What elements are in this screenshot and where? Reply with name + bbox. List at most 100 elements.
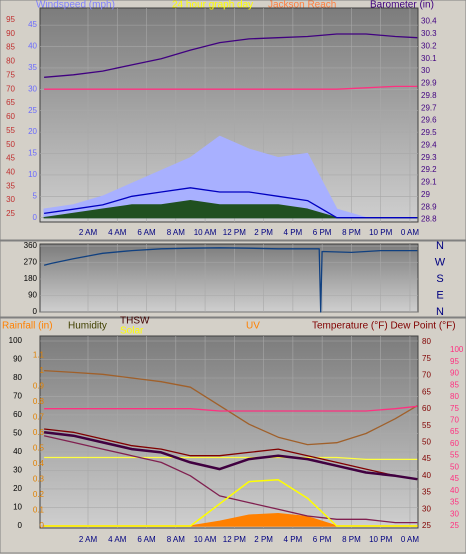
line (43, 247, 418, 313)
panel-label: Windspeed (mph) (36, 0, 115, 11)
y-tick-label: 30.2 (421, 41, 437, 50)
y-tick-label: 1.1 (33, 351, 45, 360)
y-tick-label: 90 (6, 29, 15, 38)
line (44, 33, 418, 78)
x-tick-label: 12 PM (223, 535, 246, 544)
plot-area (39, 243, 419, 313)
y-tick-label: 35 (422, 488, 431, 497)
y-tick-label: 65 (6, 98, 15, 107)
y-tick-label: 60 (6, 112, 15, 121)
x-tick-label: 8 AM (167, 535, 186, 544)
y-tick-label: 40 (6, 167, 15, 176)
y-tick-label: 29.4 (421, 140, 437, 149)
y-tick-label: 29.6 (421, 116, 437, 125)
y-tick-label: 180 (24, 274, 38, 283)
y-tick-label: 0.1 (33, 506, 45, 515)
y-tick-label: 25 (422, 521, 431, 530)
x-tick-label: 10 AM (194, 535, 217, 544)
direction-label: N (436, 306, 444, 318)
plot-area (39, 335, 419, 529)
x-tick-label: 10 AM (194, 228, 217, 237)
y-tick-label: 30 (6, 195, 15, 204)
x-tick-label: 0 AM (401, 535, 420, 544)
y-tick-label: 45 (28, 20, 37, 29)
y-tick-label: 0.6 (33, 428, 45, 437)
y-tick-label: 100 (450, 345, 464, 354)
panel-label: THSW (120, 316, 150, 327)
y-tick-label: 70 (6, 84, 15, 93)
y-tick-label: 40 (13, 447, 22, 456)
y-tick-label: 80 (422, 337, 431, 346)
y-tick-label: 20 (13, 484, 22, 493)
x-tick-label: 0 AM (401, 228, 420, 237)
y-tick-label: 95 (6, 15, 15, 24)
y-tick-label: 65 (450, 427, 459, 436)
y-tick-label: 95 (450, 357, 459, 366)
y-tick-label: 50 (13, 429, 22, 438)
x-tick-label: 4 AM (108, 535, 127, 544)
y-tick-label: 0 (33, 307, 38, 316)
y-tick-label: 0 (18, 521, 23, 530)
y-tick-label: 25 (28, 106, 37, 115)
y-tick-label: 30 (421, 66, 430, 75)
direction-label: N (436, 240, 444, 252)
y-tick-label: 90 (450, 369, 459, 378)
panel-label: Humidity (68, 321, 107, 332)
line (44, 85, 418, 90)
panel-label: Temperature (°F) Dew Point (°F) (312, 321, 456, 332)
y-tick-label: 30 (422, 504, 431, 513)
y-tick-label: 0.4 (33, 459, 45, 468)
y-tick-label: 30 (13, 466, 22, 475)
plots: 2 AM 4 AM 6 AM 8 AM 10 AM 12 PM 2 PM 4 PM 6 PM 8 … (2, 0, 464, 544)
y-tick-label: 85 (6, 43, 15, 52)
y-tick-label: 29.1 (421, 178, 437, 187)
y-tick-label: 29.7 (421, 103, 437, 112)
y-tick-label: 60 (13, 410, 22, 419)
x-tick-label: 10 PM (369, 535, 392, 544)
panel-label: Barometer (in) (370, 0, 434, 11)
y-tick-label: 70 (422, 371, 431, 380)
y-tick-label: 20 (28, 127, 37, 136)
x-tick-label: 6 AM (137, 535, 156, 544)
y-tick-label: 80 (13, 373, 22, 382)
panel-label: Rainfall (in) (2, 321, 53, 332)
y-tick-label: 5 (33, 191, 38, 200)
y-tick-label: 75 (450, 404, 459, 413)
line (43, 431, 418, 481)
panel-label: 24 hour graph day (172, 0, 253, 11)
line (44, 187, 418, 219)
y-tick-label: 35 (28, 63, 37, 72)
y-tick-label: 75 (6, 70, 15, 79)
y-tick-label: 50 (6, 140, 15, 149)
x-tick-label: 6 PM (313, 535, 332, 544)
y-tick-label: 60 (422, 404, 431, 413)
y-tick-label: 15 (28, 149, 37, 158)
y-tick-label: 100 (9, 336, 23, 345)
x-tick-label: 4 AM (108, 228, 127, 237)
x-tick-label: 6 PM (313, 228, 332, 237)
line (44, 369, 418, 446)
y-tick-label: 30.4 (421, 17, 437, 26)
y-tick-label: 40 (28, 42, 37, 51)
y-tick-label: 30 (450, 509, 459, 518)
y-tick-label: 270 (24, 258, 38, 267)
x-tick-label: 12 PM (223, 228, 246, 237)
y-tick-label: 10 (28, 170, 37, 179)
y-tick-label: 40 (422, 471, 431, 480)
line (44, 405, 418, 412)
x-tick-label: 8 PM (342, 228, 361, 237)
y-tick-label: 90 (28, 291, 37, 300)
y-tick-label: 28.8 (421, 215, 437, 224)
y-tick-label: 35 (6, 181, 15, 190)
y-tick-label: 360 (24, 241, 38, 250)
y-tick-label: 65 (422, 387, 431, 396)
y-tick-label: 0.5 (33, 444, 45, 453)
x-tick-label: 4 PM (284, 228, 303, 237)
panel-label: Solar (120, 326, 144, 337)
y-tick-label: 29.5 (421, 128, 437, 137)
line (44, 456, 418, 461)
y-tick-label: 75 (422, 354, 431, 363)
x-tick-label: 2 AM (79, 228, 98, 237)
y-tick-label: 60 (450, 439, 459, 448)
x-tick-label: 10 PM (369, 228, 392, 237)
